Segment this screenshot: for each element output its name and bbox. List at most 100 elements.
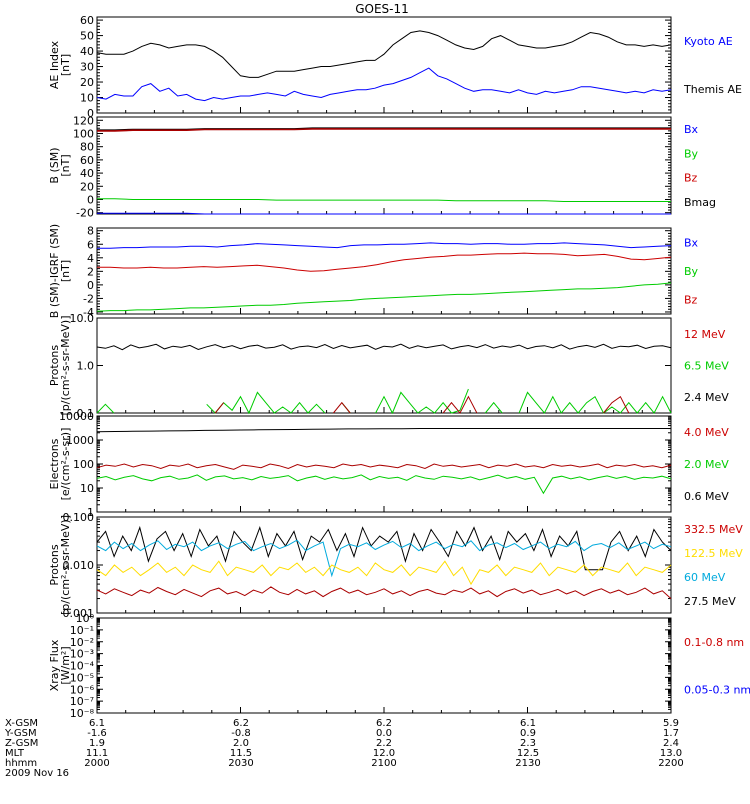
- y-tick-label: 4: [87, 252, 94, 265]
- y-axis-label: [W/m²]: [59, 646, 72, 684]
- y-tick-label: 20: [80, 76, 94, 89]
- series-line-12-mev: [214, 395, 630, 414]
- footer-value: 6.2: [376, 718, 392, 729]
- y-tick-label: 20: [80, 180, 94, 193]
- legend-entry: Bz: [684, 172, 698, 185]
- y-tick-label: 100: [73, 127, 94, 140]
- y-tick-label: -2: [83, 292, 94, 305]
- legend-entry: 27.5 MeV: [684, 595, 736, 608]
- y-tick-label: 0: [87, 107, 94, 120]
- y-tick-label: 50: [80, 30, 94, 43]
- y-tick-label: 10⁻³: [70, 648, 94, 661]
- series-line-by: [96, 282, 672, 312]
- footer-value: 6.1: [520, 718, 536, 729]
- legend-entry: 0.1-0.8 nm: [684, 636, 744, 649]
- legend-entry: 332.5 MeV: [684, 523, 743, 536]
- footer-value: 11.1: [86, 748, 108, 759]
- footer-value: 0.9: [520, 728, 536, 739]
- y-tick-label: -4: [83, 306, 94, 319]
- legend-entry: Bx: [684, 123, 699, 136]
- series-line-332-5-mev: [96, 586, 672, 599]
- footer-value: 13.0: [660, 748, 682, 759]
- y-tick-label: 60: [80, 154, 94, 167]
- footer-value: 2.0: [233, 738, 249, 749]
- legend-entry: Bx: [684, 236, 699, 249]
- series-line-by: [97, 198, 671, 202]
- footer-row-label: Z-GSM: [5, 738, 38, 749]
- y-tick-label: 10⁻⁵: [70, 671, 94, 684]
- footer-value: 6.2: [233, 718, 249, 729]
- panel-4: 0.1 1.0 10.0 Protons[p/(cm²-s-sr-MeV)] 12 Me…: [48, 312, 729, 420]
- panel-6: 0.001 0.010 0.100 Protons[p/(cm²-s-sr-MeV)]…: [48, 511, 743, 620]
- legend-entry: 122.5 MeV: [684, 547, 743, 560]
- legend-entry: 6.5 MeV: [684, 360, 729, 373]
- y-axis-label: B (SM): [48, 147, 61, 183]
- y-tick-label: 10⁰: [76, 612, 95, 625]
- footer-value: 2100: [371, 758, 396, 769]
- y-tick-label: 0.1: [77, 407, 95, 420]
- y-axis-label: Electrons: [48, 438, 61, 489]
- y-tick-label: 10⁻¹: [70, 624, 94, 637]
- y-tick-label: 6: [87, 238, 94, 251]
- series-line-bx: [97, 212, 671, 215]
- y-tick-label: -20: [76, 207, 94, 220]
- footer-value: 2200: [658, 758, 683, 769]
- footer-value: -0.8: [231, 728, 251, 739]
- footer-value: 12.0: [373, 748, 395, 759]
- series-line-themis-ae: [96, 67, 672, 102]
- y-tick-label: 30: [80, 61, 94, 74]
- series-line-bz: [97, 252, 672, 272]
- footer-value: 11.5: [230, 748, 252, 759]
- y-tick-label: 0.100: [63, 511, 95, 524]
- footer-value: 2130: [515, 758, 540, 769]
- legend-entry: 60 MeV: [684, 571, 726, 584]
- legend-entry: 2.4 MeV: [684, 391, 729, 404]
- footer-value: 5.9: [663, 718, 679, 729]
- y-tick-label: 80: [80, 141, 94, 154]
- y-tick-label: 1.0: [77, 360, 95, 373]
- legend-entry: 0.6 MeV: [684, 490, 729, 503]
- footer-row-label: Y-GSM: [4, 728, 37, 739]
- y-tick-label: 10⁻⁷: [70, 695, 94, 708]
- y-tick-label: 100: [73, 458, 94, 471]
- y-tick-label: 1000: [66, 434, 94, 447]
- legend-entry: Bz: [684, 294, 698, 307]
- y-tick-label: 8: [87, 225, 94, 238]
- y-tick-label: 10⁻⁶: [70, 683, 95, 696]
- footer-value: 2.2: [376, 738, 392, 749]
- footer-row-label: hhmm: [5, 758, 37, 769]
- footer-value: -1.6: [87, 728, 107, 739]
- y-tick-label: 10: [80, 482, 94, 495]
- y-tick-label: 0.001: [63, 607, 95, 620]
- legend-entry: Kyoto AE: [684, 35, 733, 48]
- y-axis-label: [nT]: [59, 54, 72, 76]
- y-tick-label: 60: [80, 14, 94, 27]
- footer-value: 0.0: [376, 728, 392, 739]
- panel-5: 1 10 100 1000 10000 Electrons[e/(cm²-s-sr)] 4.…: [48, 410, 729, 519]
- footer-value: 6.1: [89, 718, 105, 729]
- footer-value: 2000: [84, 758, 109, 769]
- y-axis-label: [nT]: [59, 260, 72, 282]
- footer-value: 2.3: [520, 738, 536, 749]
- series-line-bz: [97, 128, 671, 132]
- legend-entry: By: [684, 265, 699, 278]
- legend-entry: Bmag: [684, 196, 716, 209]
- footer-value: 2.4: [663, 738, 679, 749]
- y-tick-label: 10⁻⁸: [70, 707, 95, 720]
- y-axis-label: [p/(cm²-s-sr-MeV)]: [59, 515, 72, 615]
- series-line-4-0-mev: [96, 463, 672, 470]
- footer-row-label: MLT: [5, 748, 25, 759]
- y-tick-label: 10.0: [70, 312, 95, 325]
- y-tick-label: 10000: [59, 410, 94, 423]
- legend-entry: 0.05-0.3 nm: [684, 683, 750, 696]
- y-tick-label: 10⁻⁴: [70, 660, 95, 673]
- series-line-122-5-mev: [96, 560, 672, 586]
- footer-value: 12.5: [517, 748, 539, 759]
- y-tick-label: 40: [80, 45, 94, 58]
- series-line-2-0-mev: [96, 474, 672, 495]
- series-line-27-5-mev: [96, 525, 672, 571]
- y-tick-label: 0.010: [63, 559, 95, 572]
